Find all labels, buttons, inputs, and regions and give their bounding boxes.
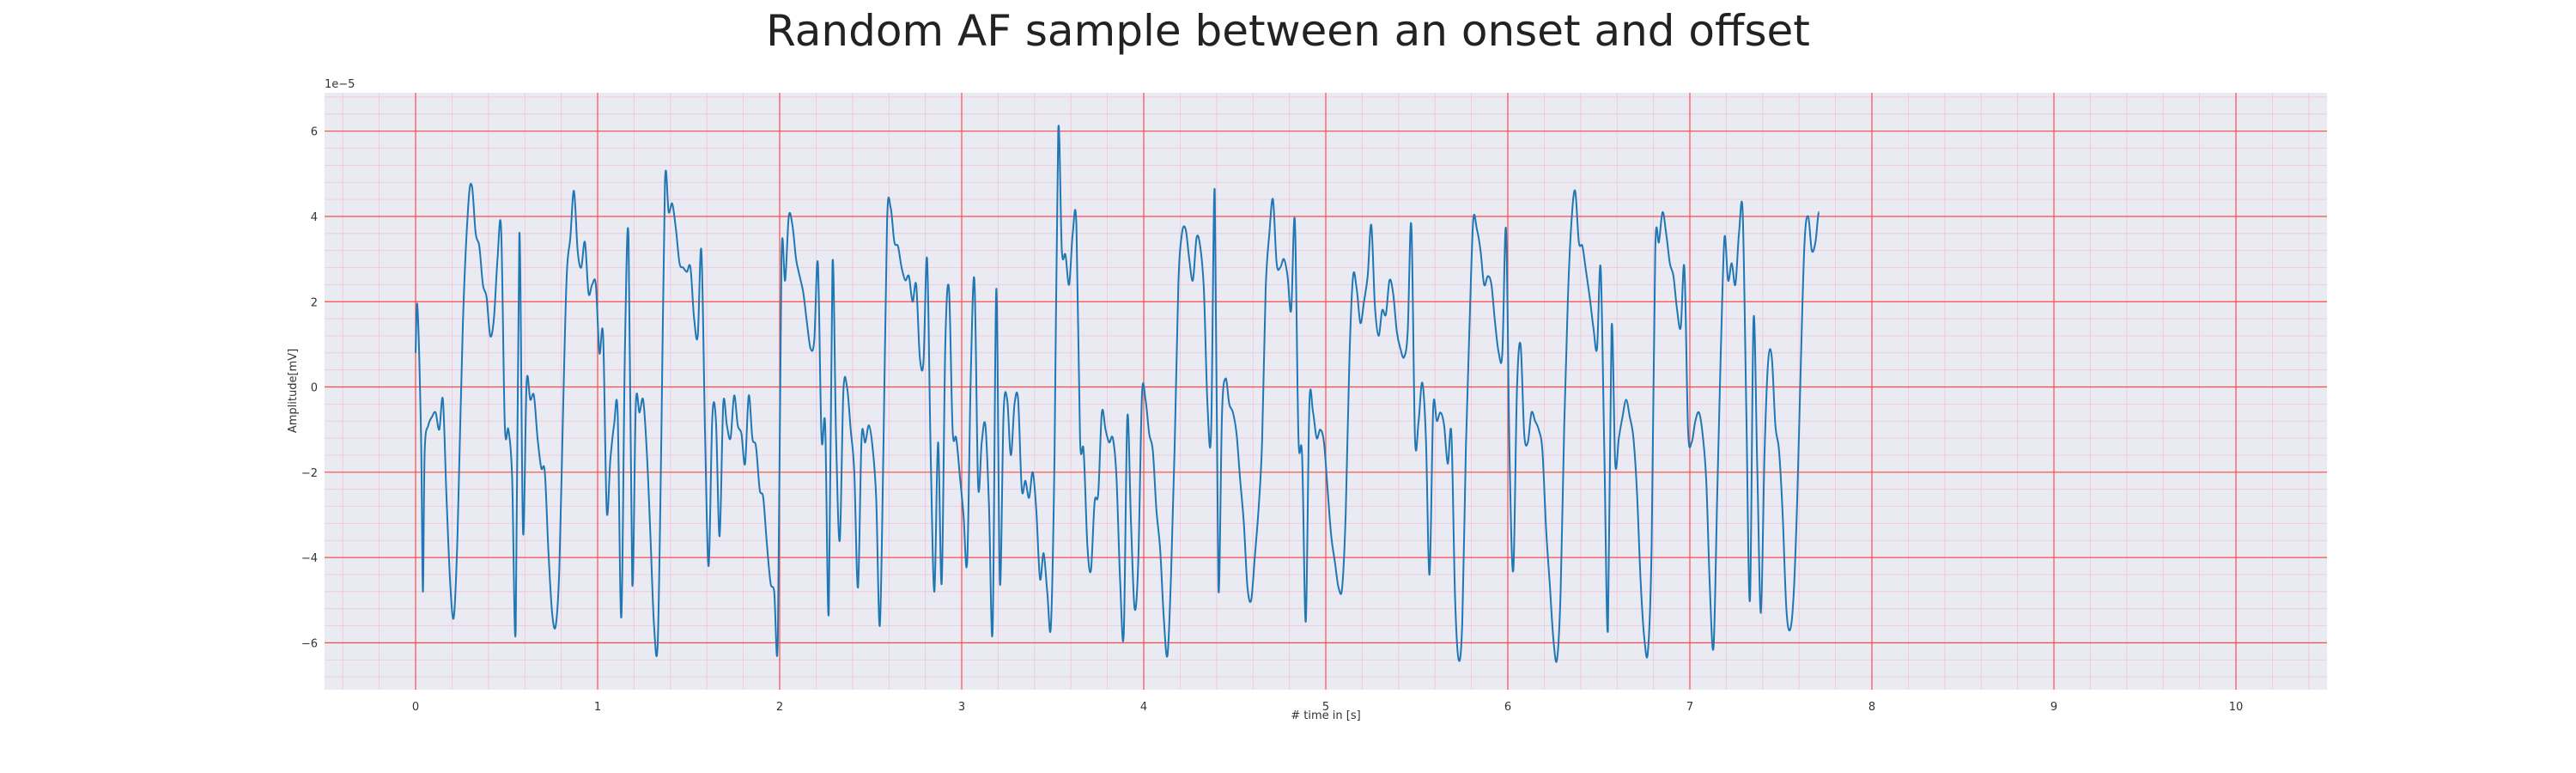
y-tick-label: −2 [301,467,318,480]
series-layer [415,125,1820,663]
y-tick-label: 0 [311,382,318,395]
x-tick-label: 3 [958,701,965,714]
x-tick-label: 6 [1504,701,1511,714]
x-tick-label: 0 [412,701,419,714]
y-tick-label: 6 [311,126,318,139]
y-tick-labels: −6 −4 −2 0 2 4 6 [301,126,318,651]
x-axis-label: # time in [s] [1291,709,1360,722]
x-tick-label: 9 [2050,701,2057,714]
chart-title: Random AF sample between an onset and of… [766,6,1810,56]
y-offset-label: 1e−5 [325,78,355,91]
x-tick-label: 7 [1686,701,1693,714]
x-tick-labels: 0 1 2 3 4 5 6 7 8 9 10 [412,701,2243,714]
y-tick-label: 2 [311,296,318,309]
x-tick-label: 1 [594,701,601,714]
y-tick-label: −4 [301,552,318,565]
x-tick-label: 5 [1322,701,1329,714]
y-tick-label: −6 [301,637,318,650]
x-tick-label: 8 [1868,701,1875,714]
y-tick-label: 4 [311,211,318,224]
series-line-af-sample [415,125,1820,663]
x-tick-label: 4 [1140,701,1147,714]
x-tick-label: 10 [2229,701,2244,714]
y-axis-label: Amplitude[mV] [287,349,300,433]
x-tick-label: 2 [776,701,783,714]
